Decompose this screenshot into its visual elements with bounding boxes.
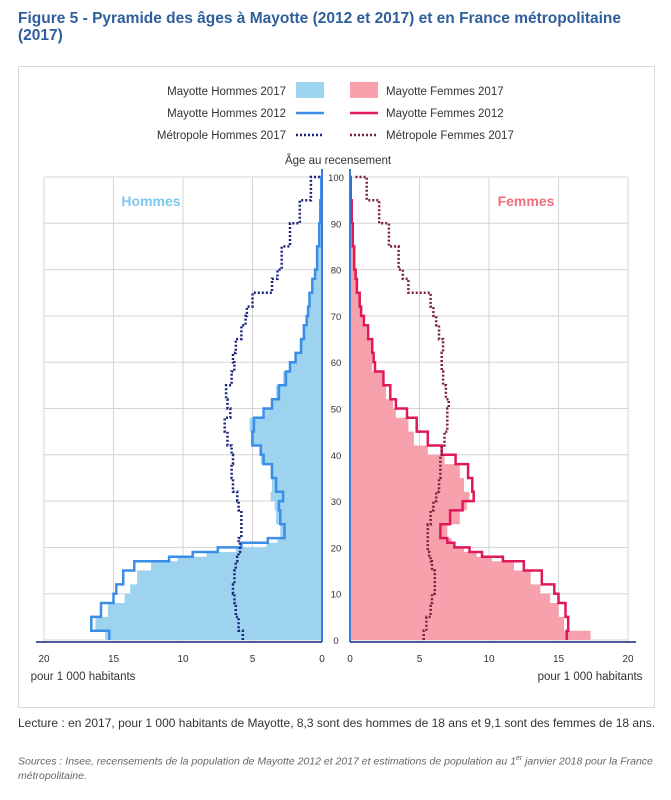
sources-superscript: er xyxy=(515,755,523,762)
age-tick-label: 60 xyxy=(331,358,342,369)
x-tick-label-left: 0 xyxy=(319,654,325,665)
age-tick-label: 0 xyxy=(333,636,338,647)
age-tick-label: 30 xyxy=(331,497,342,508)
line-femmes-2012 xyxy=(349,175,570,640)
line-hommes-metropole-2017 xyxy=(223,175,320,640)
legend-label-left: Mayotte Hommes 2017 xyxy=(167,86,286,98)
line-hommes-2012 xyxy=(90,175,323,640)
x-tick-label-right: 20 xyxy=(622,654,634,665)
age-tick-label: 80 xyxy=(331,266,342,277)
chart-title: Figure 5 - Pyramide des âges à Mayotte (… xyxy=(18,10,622,44)
age-tick-label: 10 xyxy=(331,590,342,601)
x-tick-label-left: 15 xyxy=(108,654,120,665)
x-axis-label-right: pour 1 000 habitants xyxy=(538,671,643,683)
legend-swatch-femmes_2017 xyxy=(350,82,378,98)
age-tick-label: 70 xyxy=(331,312,342,323)
legend-label-right: Mayotte Femmes 2017 xyxy=(386,86,504,98)
sources-text-end: janvier 2018 pour la France métropolitai… xyxy=(18,755,653,782)
side-label-hommes: Hommes xyxy=(121,193,180,209)
legend-label-right: Mayotte Femmes 2012 xyxy=(386,108,504,120)
age-tick-label: 50 xyxy=(331,405,342,416)
area-hommes-2017 xyxy=(95,177,323,640)
age-tick-label: 90 xyxy=(331,219,342,230)
axes xyxy=(36,169,636,643)
legend-label-left: Mayotte Hommes 2012 xyxy=(167,108,286,120)
areas xyxy=(95,177,591,640)
x-tick-label-left: 10 xyxy=(177,654,189,665)
legend-label-right: Métropole Femmes 2017 xyxy=(386,130,514,142)
population-pyramid-chart: Mayotte Hommes 2017 Mayotte Femmes 2017 Ma… xyxy=(31,82,643,683)
reading-note: Lecture : en 2017, pour 1 000 habitants … xyxy=(18,716,656,730)
legend: Mayotte Hommes 2017 Mayotte Femmes 2017 Ma… xyxy=(157,82,514,142)
x-tick-label-left: 20 xyxy=(38,654,50,665)
age-tick-label: 100 xyxy=(328,173,344,184)
y-axis-title: Âge au recensement xyxy=(285,154,392,167)
lines xyxy=(90,175,570,640)
x-axis-label-left: pour 1 000 habitants xyxy=(31,671,136,683)
age-tick-label: 40 xyxy=(331,451,342,462)
x-tick-label-right: 5 xyxy=(417,654,423,665)
area-femmes-2017 xyxy=(350,177,591,640)
line-femmes-metropole-2017 xyxy=(353,175,450,640)
x-tick-label-right: 15 xyxy=(553,654,565,665)
x-tick-label-right: 0 xyxy=(347,654,353,665)
x-tick-label-right: 10 xyxy=(483,654,495,665)
legend-swatch-hommes_2017 xyxy=(296,82,324,98)
sources-text: Sources : Insee, recensements de la popu… xyxy=(18,755,516,768)
x-tick-label-left: 5 xyxy=(250,654,256,665)
age-tick-label: 20 xyxy=(331,543,342,554)
side-label-femmes: Femmes xyxy=(498,193,555,209)
sources-note: Sources : Insee, recensements de la popu… xyxy=(18,752,658,783)
legend-label-left: Métropole Hommes 2017 xyxy=(157,130,286,142)
